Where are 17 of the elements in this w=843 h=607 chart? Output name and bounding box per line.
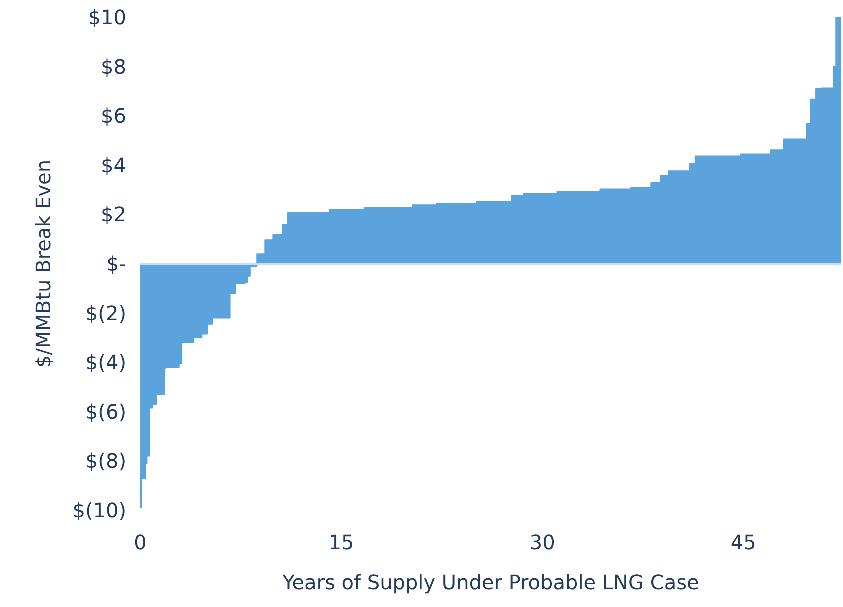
x-tick-label: 45 (730, 530, 756, 554)
y-tick-label: $(8) (85, 449, 127, 474)
y-tick-label: $(4) (85, 350, 127, 375)
x-tick-label: 30 (530, 530, 556, 554)
x-tick-label: 0 (134, 530, 147, 554)
x-tick-label: 15 (328, 530, 354, 554)
x-axis-title: Years of Supply Under Probable LNG Case (282, 570, 700, 594)
y-tick-label: $(10) (72, 498, 126, 522)
y-tick-label: $(2) (85, 301, 127, 326)
y-tick-label: $6 (101, 104, 127, 128)
y-tick-label: $4 (101, 153, 127, 178)
y-tick-label: $10 (88, 6, 127, 30)
y-tick-label: $(6) (85, 400, 127, 424)
y-axis-title: $/MMBtu Break Even (32, 160, 56, 368)
y-tick-label: $- (106, 252, 127, 276)
y-tick-label: $2 (101, 202, 127, 227)
y-tick-label: $8 (101, 54, 127, 79)
